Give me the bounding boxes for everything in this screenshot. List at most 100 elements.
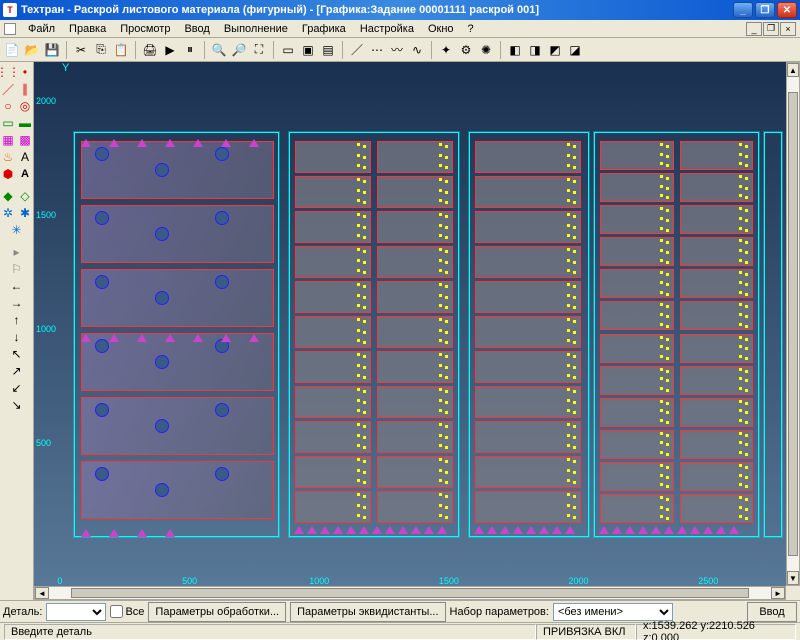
menu-settings[interactable]: Настройка <box>354 22 420 36</box>
marker-dot <box>573 446 576 449</box>
arr-dl-icon[interactable]: ↙ <box>9 380 25 396</box>
zoom-out-icon[interactable]: 🔎 <box>230 41 248 59</box>
green1-icon[interactable]: ◆ <box>0 188 16 204</box>
arr-l-icon[interactable]: ← <box>9 278 25 294</box>
marker-dot <box>739 227 742 230</box>
paste-icon[interactable]: 📋 <box>112 41 130 59</box>
arr-r-icon[interactable]: → <box>9 295 25 311</box>
all-checkbox[interactable] <box>110 605 123 618</box>
marker-dot <box>439 164 442 167</box>
lines-icon[interactable]: ∥ <box>17 81 33 97</box>
open-icon[interactable]: 📂 <box>23 41 41 59</box>
marker-dot <box>439 329 442 332</box>
curve-icon[interactable]: 〰 <box>388 41 406 59</box>
mdi-close-button[interactable]: × <box>780 22 796 36</box>
gear-icon[interactable]: ⚙ <box>457 41 475 59</box>
arr-d-icon[interactable]: ↓ <box>9 329 25 345</box>
zoom-fit-icon[interactable]: ⛶ <box>250 41 268 59</box>
save-icon[interactable]: 💾 <box>43 41 61 59</box>
scrollbar-horizontal[interactable]: ◄ ► <box>34 586 786 600</box>
equidistant-params-button[interactable]: Параметры эквидистанты... <box>290 602 445 622</box>
pause-icon[interactable]: ⏸ <box>181 41 199 59</box>
menu-window[interactable]: Окно <box>422 22 460 36</box>
tool-c-icon[interactable]: ◩ <box>546 41 564 59</box>
star-icon[interactable]: ✦ <box>437 41 455 59</box>
gear2-icon[interactable]: ✲ <box>0 205 16 221</box>
mdi-restore-button[interactable]: ❐ <box>763 22 779 36</box>
rect2-icon[interactable]: ▬ <box>17 115 33 131</box>
scrollbar-vertical[interactable]: ▲ ▼ <box>786 62 800 586</box>
gear3-icon[interactable]: ✱ <box>17 205 33 221</box>
marker-dot <box>445 366 448 369</box>
scroll-h-track[interactable] <box>49 587 771 599</box>
menu-help[interactable]: ? <box>462 22 480 36</box>
scroll-v-track[interactable] <box>787 77 799 571</box>
detail-select[interactable] <box>46 603 106 621</box>
scroll-down-icon[interactable]: ▼ <box>787 571 799 585</box>
arr-u-icon[interactable]: ↑ <box>9 312 25 328</box>
text-icon[interactable]: A <box>17 149 33 165</box>
arr-ul-icon[interactable]: ↖ <box>9 346 25 362</box>
arr-ur-icon[interactable]: ↗ <box>9 363 25 379</box>
marker-dot <box>745 273 748 276</box>
run-icon[interactable]: ▶ <box>161 41 179 59</box>
menu-graphics[interactable]: Графика <box>296 22 352 36</box>
menu-file[interactable]: Файл <box>22 22 61 36</box>
circle-icon[interactable]: ○ <box>0 98 16 114</box>
bold-icon[interactable]: A <box>17 166 33 182</box>
close-button[interactable]: ✕ <box>777 2 797 18</box>
line2-icon[interactable]: ／ <box>0 81 16 97</box>
burst-icon[interactable]: ✺ <box>477 41 495 59</box>
scroll-v-thumb[interactable] <box>788 92 798 556</box>
marker-dot <box>567 434 570 437</box>
drop-icon[interactable]: ⬢ <box>0 166 16 182</box>
marker-dot <box>745 357 748 360</box>
processing-params-button[interactable]: Параметры обработки... <box>148 602 286 622</box>
maximize-button[interactable]: ❐ <box>755 2 775 18</box>
grid-icon[interactable]: ▦ <box>0 132 16 148</box>
mdi-icon[interactable] <box>4 23 16 35</box>
arr-dr-icon[interactable]: ↘ <box>9 397 25 413</box>
mdi-min-button[interactable]: _ <box>746 22 762 36</box>
window2-icon[interactable]: ▣ <box>299 41 317 59</box>
marker-dot <box>666 229 669 232</box>
scroll-h-thumb[interactable] <box>71 588 750 598</box>
canvas[interactable]: Y 50010001500200005001000150020002500 <box>34 62 786 586</box>
print-icon[interactable]: 🖨 <box>141 41 159 59</box>
window-icon[interactable]: ▭ <box>279 41 297 59</box>
dash-icon[interactable]: ⋯ <box>368 41 386 59</box>
gear4-icon[interactable]: ✳ <box>9 222 25 238</box>
point-icon[interactable]: • <box>17 64 33 80</box>
zoom-in-icon[interactable]: 🔍 <box>210 41 228 59</box>
menu-view[interactable]: Просмотр <box>114 22 176 36</box>
menu-edit[interactable]: Правка <box>63 22 112 36</box>
canvas-viewport[interactable]: Y 50010001500200005001000150020002500 ◄ … <box>34 62 800 600</box>
enter-button[interactable]: Ввод <box>747 602 797 622</box>
scroll-right-icon[interactable]: ► <box>771 587 785 599</box>
dots-icon[interactable]: ⋮⋮ <box>0 64 16 80</box>
scroll-up-icon[interactable]: ▲ <box>787 63 799 77</box>
wave-icon[interactable]: ∿ <box>408 41 426 59</box>
minimize-button[interactable]: _ <box>733 2 753 18</box>
menu-input[interactable]: Ввод <box>178 22 215 36</box>
tool-a-icon[interactable]: ◧ <box>506 41 524 59</box>
new-icon[interactable]: 📄 <box>3 41 21 59</box>
paramset-select[interactable]: <без имени> <box>553 603 673 621</box>
tool-d-icon[interactable]: ◪ <box>566 41 584 59</box>
marker-dot <box>573 236 576 239</box>
tool-b-icon[interactable]: ◨ <box>526 41 544 59</box>
line-icon[interactable]: ／ <box>348 41 366 59</box>
menu-exec[interactable]: Выполнение <box>218 22 294 36</box>
flame-icon[interactable]: ♨ <box>0 149 16 165</box>
window3-icon[interactable]: ▤ <box>319 41 337 59</box>
circles-icon[interactable]: ◎ <box>17 98 33 114</box>
green2-icon[interactable]: ◇ <box>17 188 33 204</box>
copy-icon[interactable]: ⎘ <box>92 41 110 59</box>
cut-icon[interactable]: ✂ <box>72 41 90 59</box>
flag-icon[interactable]: ⚐ <box>9 261 25 277</box>
all-checkbox-wrap[interactable]: Все <box>110 605 144 618</box>
rect-icon[interactable]: ▭ <box>0 115 16 131</box>
grid2-icon[interactable]: ▩ <box>17 132 33 148</box>
scroll-left-icon[interactable]: ◄ <box>35 587 49 599</box>
nav-icon[interactable]: ▸ <box>9 244 25 260</box>
